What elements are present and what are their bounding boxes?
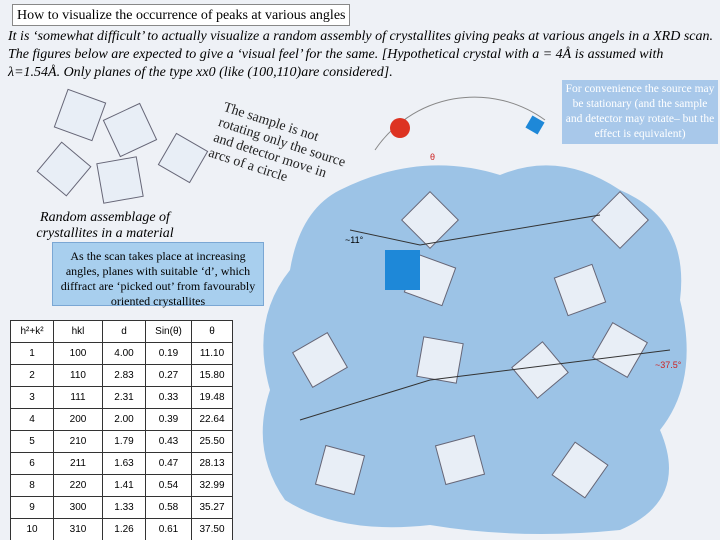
table-row: 6 211 1.63 0.47 28.13 [10, 452, 233, 475]
callout: As the scan takes place at increasing an… [52, 242, 264, 308]
table-cell: 0.58 [145, 496, 192, 519]
table-cell: 11.10 [191, 342, 233, 365]
table-cell: 0.61 [145, 518, 192, 540]
table-cell: 1.41 [102, 474, 146, 497]
table-cell: 100 [53, 342, 103, 365]
note: For convenience the source may be statio… [562, 80, 718, 144]
table-cell: 2.83 [102, 364, 146, 387]
table-cell: 6 [10, 452, 54, 475]
title: How to visualize the occurrence of peaks… [12, 4, 350, 26]
table-cell: 2 [10, 364, 54, 387]
table-cell: 200 [53, 408, 103, 431]
table-cell: 220 [53, 474, 103, 497]
caption: Random assemblage of crystallites in a m… [36, 210, 174, 241]
table-cell: 1.79 [102, 430, 146, 453]
table-cell: 0.27 [145, 364, 192, 387]
theta-label: θ [430, 152, 435, 162]
table-cell: 0.19 [145, 342, 192, 365]
table-cell: 211 [53, 452, 103, 475]
table-cell: 310 [53, 518, 103, 540]
angle-label: ~11° [345, 235, 364, 245]
table-row: 10 310 1.26 0.61 37.50 [10, 518, 233, 540]
table-cell: 8 [10, 474, 54, 497]
table-cell: 300 [53, 496, 103, 519]
source [390, 118, 410, 138]
table-cell: 28.13 [191, 452, 233, 475]
table-cell: 1 [10, 342, 54, 365]
table-cell: 3 [10, 386, 54, 409]
crystallites [36, 88, 649, 499]
table-cell: 37.50 [191, 518, 233, 540]
detector [385, 250, 420, 290]
table-cell: 1.33 [102, 496, 146, 519]
table-row: 4 200 2.00 0.39 22.64 [10, 408, 233, 431]
table-cell: 4 [10, 408, 54, 431]
table-cell: 110 [53, 364, 103, 387]
table-cell: 25.50 [191, 430, 233, 453]
table-cell: 0.54 [145, 474, 192, 497]
table-cell: hkl [53, 320, 103, 343]
table-row: 1 100 4.00 0.19 11.10 [10, 342, 233, 365]
table-cell: Sin(θ) [145, 320, 192, 343]
table-cell: 0.43 [145, 430, 192, 453]
table-cell: 32.99 [191, 474, 233, 497]
table-cell: h²+k² [10, 320, 54, 343]
table-cell: 2.00 [102, 408, 146, 431]
beam [349, 214, 601, 246]
table-cell: 0.39 [145, 408, 192, 431]
table-row: 5 210 1.79 0.43 25.50 [10, 430, 233, 453]
table-cell: 4.00 [102, 342, 146, 365]
table-row: 3 111 2.31 0.33 19.48 [10, 386, 233, 409]
table-row: 8 220 1.41 0.54 32.99 [10, 474, 233, 497]
angle-label: ~37.5° [655, 360, 682, 370]
table-cell: 1.63 [102, 452, 146, 475]
beam [299, 349, 671, 421]
table-cell: 35.27 [191, 496, 233, 519]
table-cell: 2.31 [102, 386, 146, 409]
table-cell: 22.64 [191, 408, 233, 431]
table-cell: θ [191, 320, 233, 343]
table-cell: 1.26 [102, 518, 146, 540]
table-cell: 0.47 [145, 452, 192, 475]
table-cell: 0.33 [145, 386, 192, 409]
table-cell: 15.80 [191, 364, 233, 387]
table-cell: 210 [53, 430, 103, 453]
peak-table: h²+k² hkl d Sin(θ) θ 1 100 4.00 0.19 11.10 2 110 2.8… [10, 320, 233, 540]
intro-text: It is ‘somewhat difficult’ to actually v… [8, 29, 713, 80]
table-row: h²+k² hkl d Sin(θ) θ [10, 320, 233, 343]
table-cell: 5 [10, 430, 54, 453]
detector-small [525, 115, 545, 135]
crystal-cluster [262, 165, 687, 534]
table-row: 2 110 2.83 0.27 15.80 [10, 364, 233, 387]
table-cell: 111 [53, 386, 103, 409]
table-cell: 19.48 [191, 386, 233, 409]
table-cell: d [102, 320, 146, 343]
table-row: 9 300 1.33 0.58 35.27 [10, 496, 233, 519]
table-cell: 10 [10, 518, 54, 540]
table-cell: 9 [10, 496, 54, 519]
